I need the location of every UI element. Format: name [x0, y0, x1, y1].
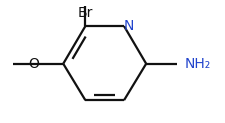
Text: Br: Br — [77, 6, 93, 20]
Text: NH₂: NH₂ — [184, 57, 210, 71]
Text: O: O — [28, 57, 39, 71]
Text: N: N — [124, 19, 134, 33]
